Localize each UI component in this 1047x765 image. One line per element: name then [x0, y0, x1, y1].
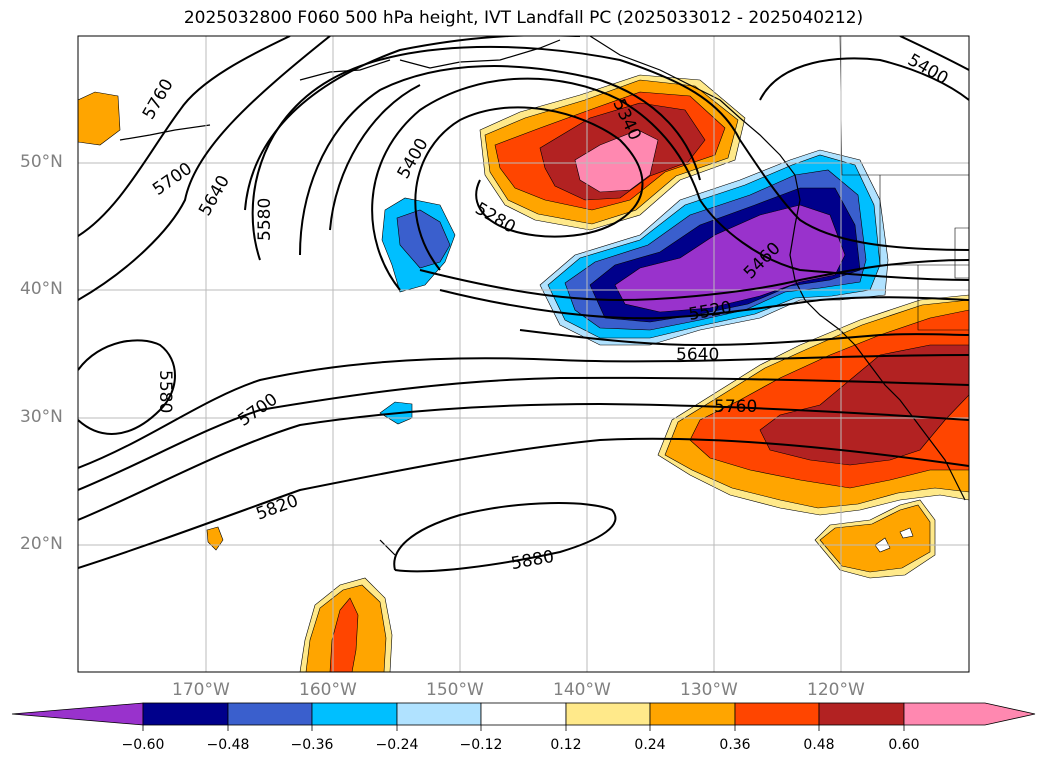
- colorbar-tick-label: 0.60: [888, 737, 920, 753]
- colorbar-tick-label: 0.24: [634, 737, 666, 753]
- contour-label: 5760: [714, 397, 757, 417]
- ivt-positive-region-gulf-alaska: [479, 74, 746, 231]
- gridlines: [78, 36, 969, 672]
- coastlines: [119, 36, 966, 556]
- latitude-label: 20°N: [20, 534, 63, 554]
- longitude-label: 160°W: [299, 680, 357, 700]
- colorbar-tick-label: −0.12: [459, 737, 503, 753]
- contour-label: 5580: [155, 370, 175, 413]
- contour-label: 5580: [255, 198, 275, 241]
- longitude-label: 150°W: [426, 680, 484, 700]
- latitude-label: 30°N: [20, 407, 63, 427]
- contour-label: 5700: [149, 159, 196, 200]
- colorbar-tick-label: −0.24: [375, 737, 419, 753]
- longitude-label: 170°W: [172, 680, 230, 700]
- longitude-label: 120°W: [807, 680, 865, 700]
- colorbar-tick-label: −0.60: [121, 737, 165, 753]
- map-frame: [77, 35, 970, 673]
- ivt-positive-region-south: [299, 577, 393, 672]
- ivt-positive-region-southeast: [657, 294, 969, 579]
- contour-label: 5820: [253, 491, 300, 525]
- colorbar-tick-label: −0.36: [290, 737, 334, 753]
- longitude-label: 130°W: [680, 680, 738, 700]
- contour-label: 5700: [235, 390, 282, 431]
- contour-label: 5880: [510, 547, 556, 574]
- longitude-label: 140°W: [553, 680, 611, 700]
- contour-label: 5640: [676, 345, 719, 365]
- map-title: 2025032800 F060 500 hPa height, IVT Land…: [183, 8, 864, 28]
- height-contours: [78, 36, 969, 573]
- ivt-negative-region-small: [381, 197, 456, 293]
- colorbar-tick-label: −0.48: [206, 737, 250, 753]
- ivt-positive-region-west: [78, 91, 121, 146]
- contour-label: 5640: [195, 172, 234, 219]
- colorbar-tick-label: 0.36: [719, 737, 751, 753]
- latitude-label: 50°N: [20, 152, 63, 172]
- latitude-label: 40°N: [20, 279, 63, 299]
- contour-label: 5760: [139, 76, 178, 123]
- colorbar: [11, 702, 1036, 731]
- colorbar-tick-label: 0.12: [550, 737, 582, 753]
- colorbar-tick-label: 0.48: [803, 737, 835, 753]
- contour-label: 5400: [394, 135, 433, 182]
- ivt-positive-region-speck: [206, 526, 224, 551]
- contour-label: 5400: [904, 50, 951, 89]
